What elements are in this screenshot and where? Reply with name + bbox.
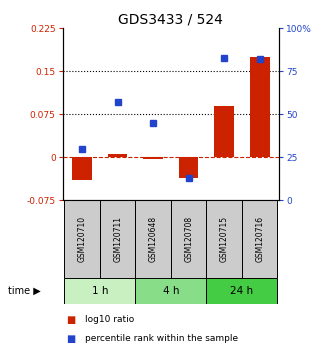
Bar [143,157,163,159]
Bar [214,105,234,157]
Text: GSM120711: GSM120711 [113,216,122,262]
Text: 4 h: 4 h [163,286,179,296]
Bar [65,200,100,278]
Text: GSM120716: GSM120716 [255,216,264,262]
Text: GSM120708: GSM120708 [184,216,193,262]
Bar [242,200,277,278]
Bar [108,154,127,157]
Text: percentile rank within the sample: percentile rank within the sample [85,334,238,343]
Bar [171,200,206,278]
Text: 24 h: 24 h [230,286,254,296]
Bar [65,278,135,304]
Bar [206,200,242,278]
Text: 1 h: 1 h [91,286,108,296]
Text: GSM120710: GSM120710 [78,216,87,262]
Bar [100,200,135,278]
Bar [206,278,277,304]
Text: GSM120715: GSM120715 [220,216,229,262]
Text: log10 ratio: log10 ratio [85,315,134,324]
Text: ■: ■ [66,333,75,344]
Text: GSM120648: GSM120648 [149,216,158,262]
Bar [72,157,92,180]
Bar [135,278,206,304]
Bar [135,200,171,278]
Text: GDS3433 / 524: GDS3433 / 524 [118,12,223,27]
Bar [179,157,198,178]
Bar [250,57,270,157]
Text: ■: ■ [66,315,75,325]
Text: time ▶: time ▶ [8,286,41,296]
